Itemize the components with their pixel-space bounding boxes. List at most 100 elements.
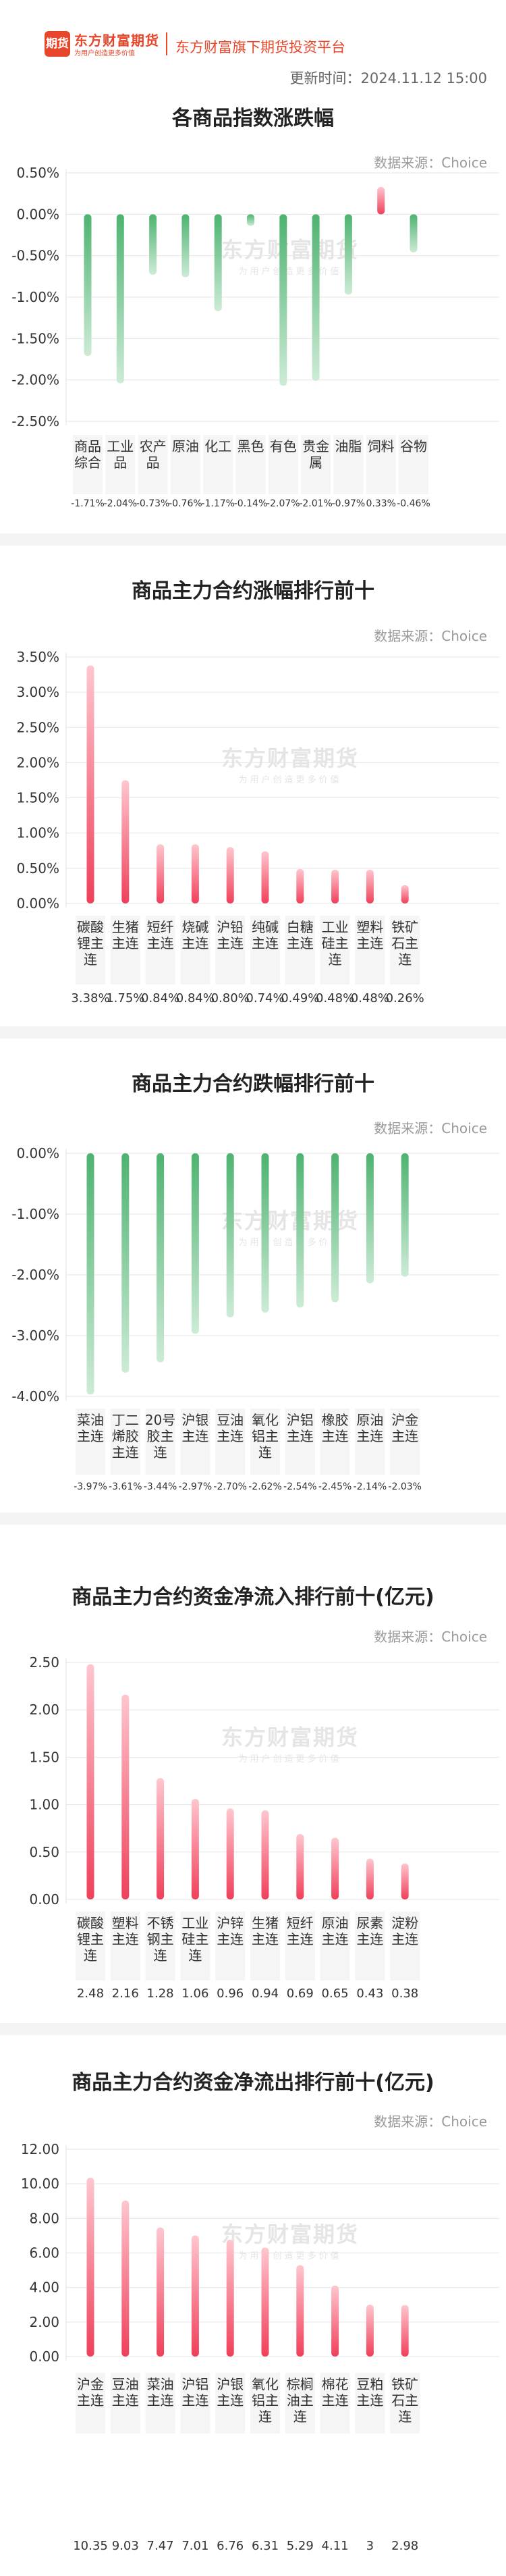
bar	[214, 214, 222, 311]
value-label: 2.16	[112, 1987, 139, 2001]
bar	[296, 1834, 304, 1899]
category-cell	[355, 916, 385, 984]
value-label: 0.33%	[366, 498, 395, 509]
value-label: 0.94	[252, 1987, 279, 2001]
category-cell	[76, 916, 105, 984]
bar	[296, 1153, 304, 1308]
section-title: 各商品指数涨跌幅	[172, 107, 334, 130]
category-label: 黑色	[237, 438, 264, 454]
category-cell	[180, 1912, 210, 1980]
bar	[296, 2265, 304, 2357]
category-label: 主连	[217, 1931, 244, 1947]
section-top-losers: 商品主力合约跌幅排行前十 数据来源：Choice 东方财富期货 为用户创造更多价值…	[0, 1039, 506, 1513]
category-label: 烧碱	[181, 919, 208, 935]
category-cell	[76, 1912, 105, 1980]
category-label: 综合	[74, 454, 101, 471]
y-tick-label: -1.00%	[11, 1206, 59, 1222]
category-label: 主连	[217, 1428, 244, 1444]
category-label: 连	[84, 951, 97, 968]
value-label: 0.69	[287, 1987, 314, 2001]
value-label: 2.98	[391, 2539, 418, 2553]
category-label: 工业	[322, 919, 349, 935]
category-label: 主连	[181, 1428, 208, 1444]
category-label: 连	[154, 1947, 167, 1964]
category-cell	[215, 916, 246, 984]
bar	[401, 1863, 409, 1899]
section-index-change: 各商品指数涨跌幅 数据来源：Choice 东方财富期货 为用户创造更多价值 0.5…	[0, 95, 506, 533]
category-label: 石主	[391, 935, 418, 951]
section-net-outflow: 商品主力合约资金净流出排行前十(亿元) 数据来源：Choice 东方财富期货 为用…	[0, 2035, 506, 2576]
section-net-inflow: 商品主力合约资金净流入排行前十(亿元) 数据来源：Choice 东方财富期货 为用…	[0, 1525, 506, 2023]
bar	[86, 665, 94, 903]
category-label: 主连	[77, 2392, 104, 2409]
data-source: 数据来源：Choice	[374, 1120, 487, 1136]
bar	[84, 214, 92, 357]
category-cell	[399, 435, 428, 494]
category-label: 沪金	[77, 2376, 104, 2392]
bar	[312, 214, 320, 381]
category-label: 化工	[204, 438, 231, 454]
y-tick-label: 2.00%	[16, 754, 59, 770]
value-label: -2.03%	[388, 1481, 422, 1492]
category-label: 主连	[112, 935, 139, 951]
bar	[366, 2305, 374, 2357]
y-tick-label: 1.50%	[16, 790, 59, 806]
y-tick-label: 0.00	[29, 1891, 59, 1908]
category-label: 菜油	[147, 2376, 174, 2392]
value-label: 6.76	[217, 2539, 244, 2553]
category-cell	[145, 2373, 175, 2434]
bar	[401, 2305, 409, 2357]
category-label: 塑料	[112, 1915, 139, 1931]
category-label: 农产	[140, 438, 167, 454]
platform-title: 东方财富旗下期货投资平台	[175, 39, 345, 55]
category-cell	[250, 1912, 280, 1980]
y-tick-label: -4.00%	[11, 1388, 59, 1404]
y-tick-label: -0.50%	[11, 248, 59, 264]
value-label: -0.73%	[136, 498, 170, 509]
category-label: 连	[258, 2409, 272, 2425]
category-label: 饲料	[368, 438, 395, 454]
category-cell	[180, 1409, 210, 1475]
category-label: 主连	[147, 2392, 174, 2409]
category-cell	[145, 1912, 175, 1980]
category-label: 尿素	[356, 1915, 383, 1931]
category-label: 丁二	[112, 1412, 139, 1428]
value-label: -3.44%	[144, 1481, 177, 1492]
value-label: -0.97%	[332, 498, 366, 509]
value-label: 0.48%	[351, 991, 389, 1005]
category-cell	[110, 1912, 140, 1980]
value-label: 0.26%	[386, 991, 424, 1005]
category-label: 碳酸	[77, 919, 104, 935]
bar-chart: 3.50% 3.00% 2.50% 2.00% 1.50% 1.00% 0.50% 0.00%…	[16, 649, 499, 1005]
category-label: 连	[398, 951, 412, 968]
category-label: 主连	[181, 935, 208, 951]
value-label: 0.74%	[246, 991, 284, 1005]
y-tick-label: 8.00	[29, 2210, 59, 2226]
value-label: -0.76%	[169, 498, 202, 509]
category-label: 连	[188, 1947, 202, 1964]
category-label: 豆油	[217, 1412, 244, 1428]
y-tick-label: 3.00%	[16, 684, 59, 700]
category-cell	[105, 435, 136, 494]
category-cell	[110, 2373, 140, 2434]
bar	[116, 214, 124, 384]
category-label: 主连	[391, 1428, 418, 1444]
y-tick-label: 0.00%	[16, 206, 59, 222]
category-label: 主连	[112, 2392, 139, 2409]
category-label: 主连	[147, 935, 174, 951]
category-label: 主连	[356, 1931, 383, 1947]
value-label: 3	[366, 2539, 374, 2553]
section-divider	[0, 533, 506, 546]
logo-name: 东方财富期货	[74, 32, 159, 49]
section-divider	[0, 1513, 506, 1525]
bar	[86, 1664, 94, 1899]
bar	[149, 214, 157, 275]
value-label: 2.48	[77, 1987, 104, 2001]
bar	[226, 1153, 234, 1317]
category-label: 纯碱	[252, 919, 279, 935]
category-cell	[250, 2373, 280, 2434]
category-label: 油主	[287, 2392, 314, 2409]
value-label: -2.97%	[179, 1481, 213, 1492]
y-tick-label: -2.00%	[11, 1267, 59, 1283]
bar-chart: 0.50% 0.00% -0.50% -1.00% -1.50% -2.00% -2.50%…	[11, 165, 499, 509]
